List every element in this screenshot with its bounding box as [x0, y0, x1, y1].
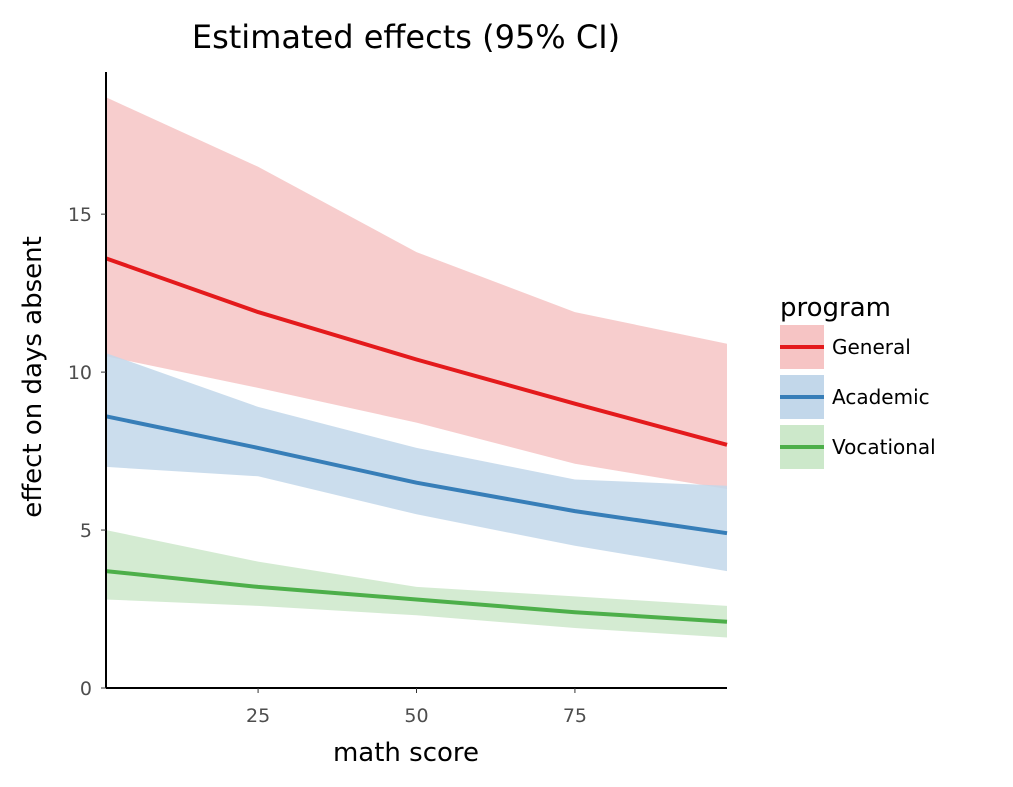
- legend-title: program: [780, 293, 891, 323]
- x-tick-label: 75: [563, 705, 587, 727]
- chart-title: Estimated effects (95% CI): [192, 18, 620, 56]
- series-line-academic: [105, 414, 728, 536]
- legend-label: Academic: [832, 385, 930, 409]
- legend-item-general: General: [780, 325, 911, 369]
- legend-label: Vocational: [832, 435, 936, 459]
- x-axis-ticks: 25 50 75: [246, 688, 587, 727]
- legend-item-academic: Academic: [780, 375, 930, 419]
- series-line-vocational: [105, 569, 728, 624]
- y-tick-label: 15: [68, 204, 92, 226]
- y-tick-label: 5: [80, 520, 92, 542]
- legend: program General Academic Vocational: [780, 293, 936, 469]
- y-tick-label: 10: [68, 362, 92, 384]
- y-axis-title: effect on days absent: [18, 236, 48, 518]
- ci-band-general: [106, 97, 727, 490]
- legend-label: General: [832, 335, 911, 359]
- series-line-general: [105, 256, 728, 447]
- legend-item-vocational: Vocational: [780, 425, 936, 469]
- effect-lines: [105, 256, 728, 624]
- ci-bands: [106, 97, 727, 638]
- y-tick-label: 0: [80, 678, 92, 700]
- x-axis-title: math score: [333, 738, 479, 768]
- y-axis-ticks: 0 5 10 15: [68, 204, 106, 700]
- x-tick-label: 25: [246, 705, 270, 727]
- ci-band-academic: [106, 353, 727, 572]
- x-tick-label: 50: [404, 705, 428, 727]
